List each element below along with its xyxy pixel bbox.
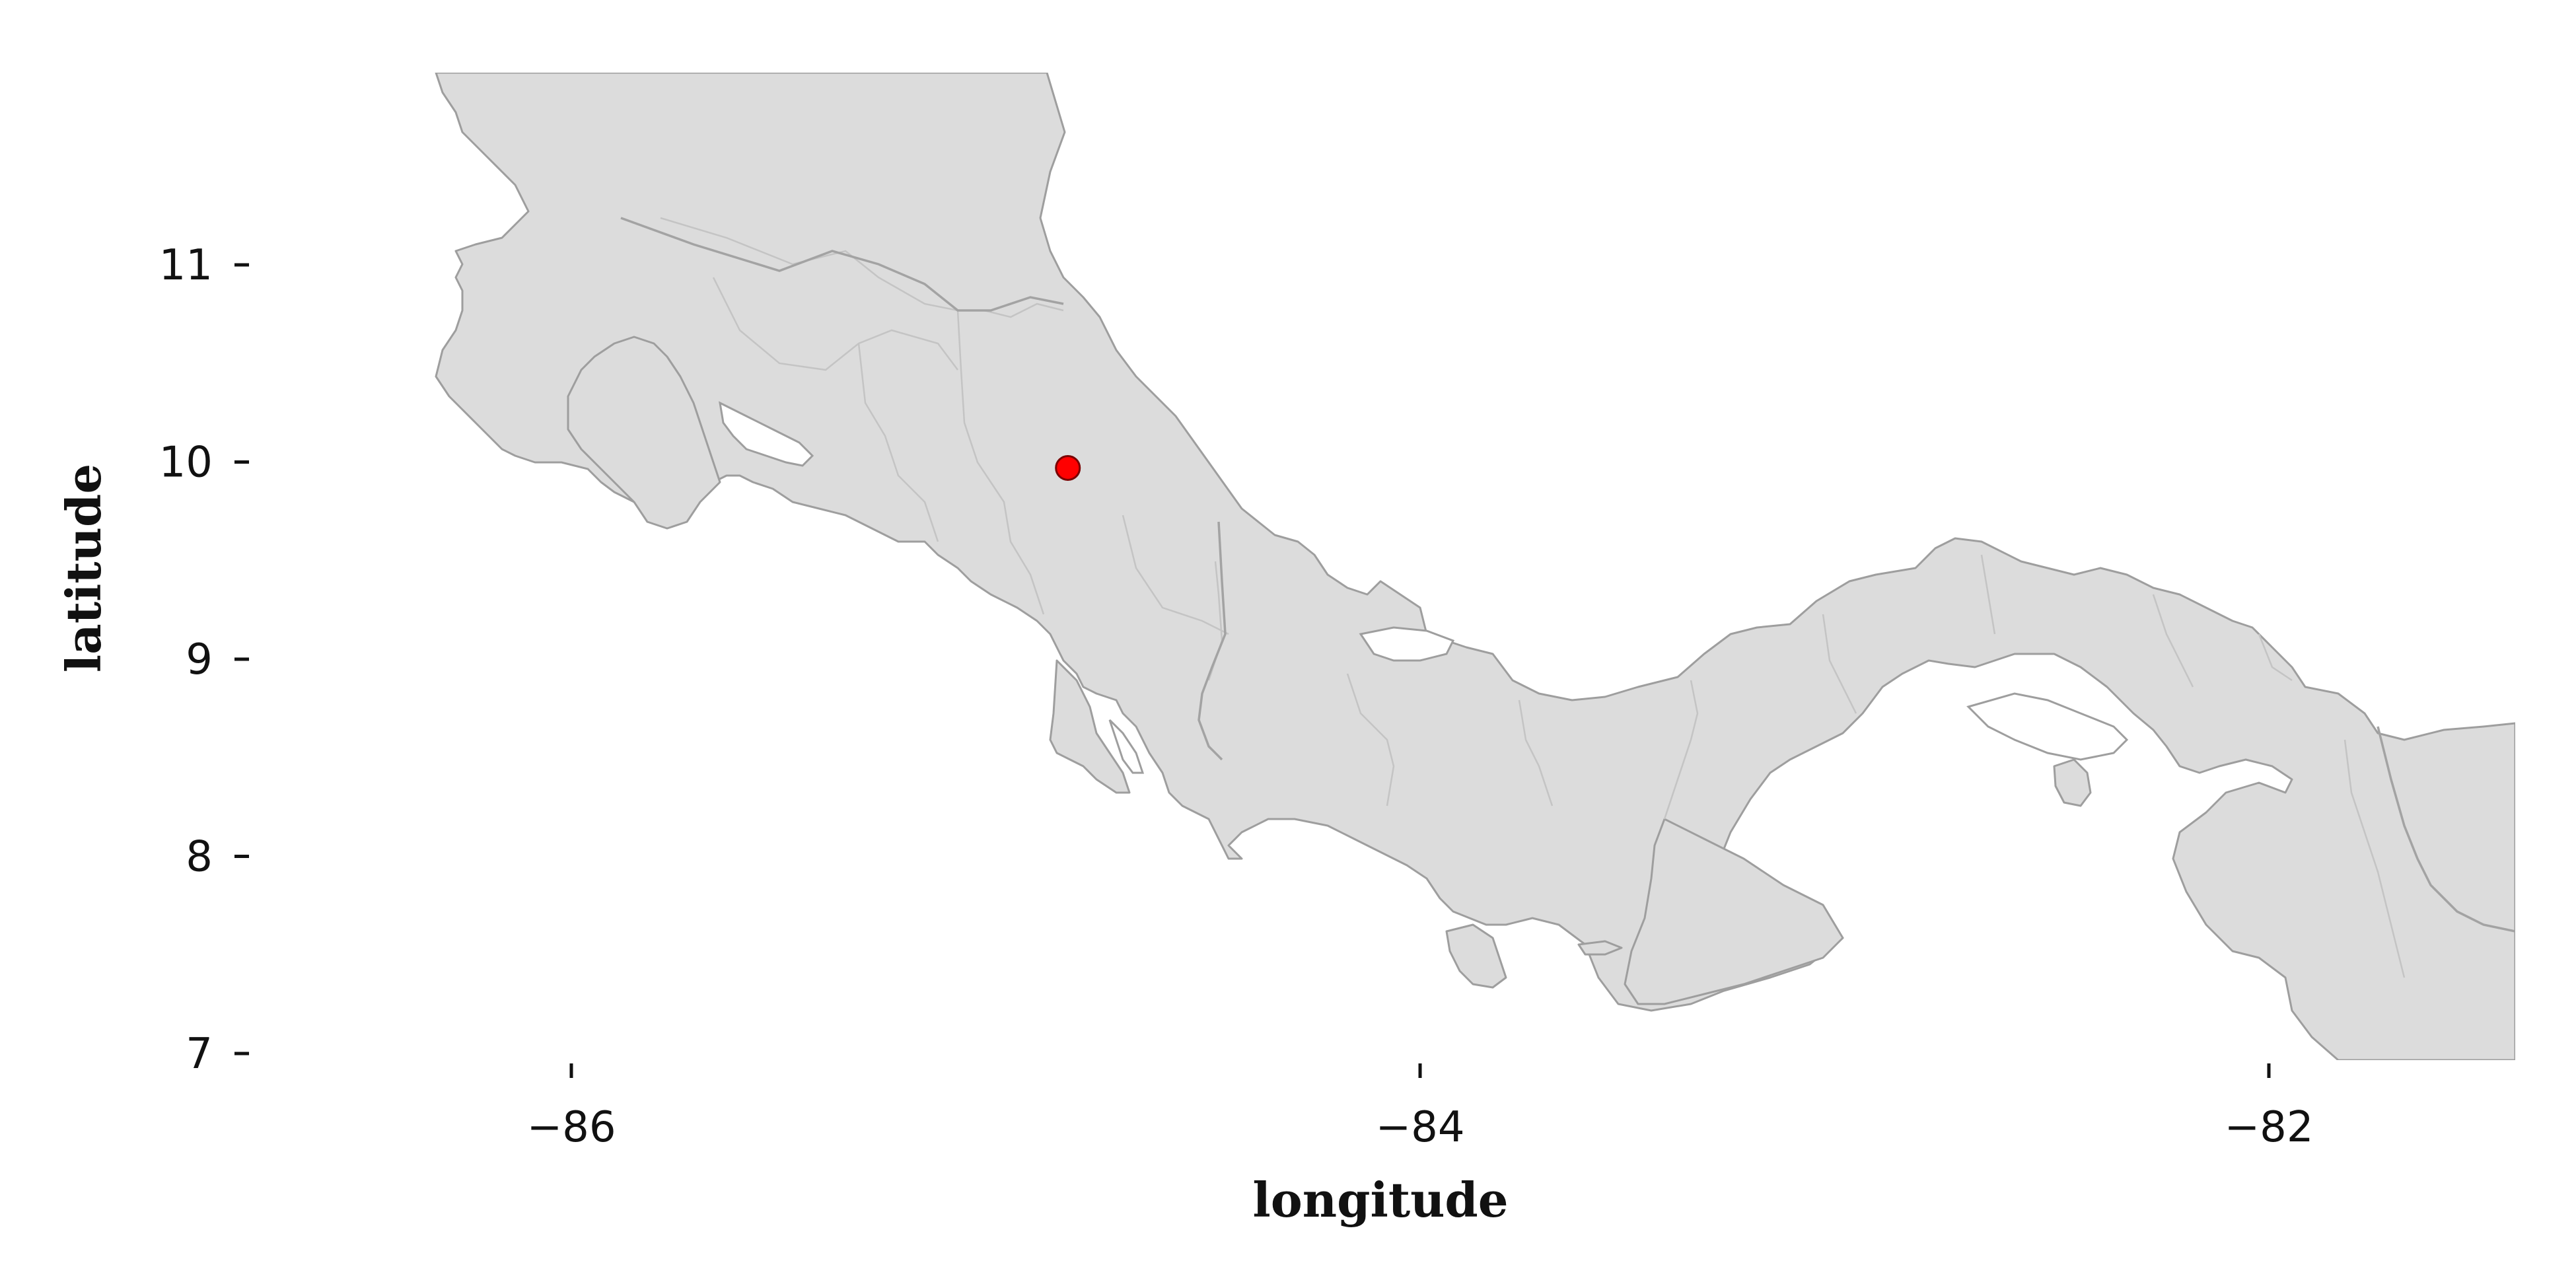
golfo-dulce: [1108, 719, 1145, 774]
x-tick-label: −84: [1375, 1103, 1464, 1152]
points-layer: [1055, 454, 1081, 481]
map-area: [435, 73, 2515, 1060]
y-tick-label: 9: [186, 635, 213, 684]
isla-coiba: [1445, 923, 1507, 989]
chiriqui-lagoon: [1359, 626, 1455, 662]
x-axis-title: longitude: [1252, 1172, 1508, 1228]
land-nicoya-peninsula: [567, 336, 721, 530]
y-tick-label: 8: [186, 833, 213, 882]
y-tick-label: 10: [159, 439, 213, 487]
data-point-1: [1055, 454, 1081, 481]
x-tick-label: −82: [2224, 1103, 2313, 1152]
gulf-of-panama: [1966, 692, 2129, 761]
land-azuero-peninsula: [1624, 818, 1844, 1005]
land-osa-peninsula: [1049, 659, 1131, 794]
isla-del-rey: [2053, 758, 2092, 807]
isla-cebaco: [1577, 940, 1623, 956]
y-axis: 11 10 9 8 7: [159, 241, 249, 1079]
x-tick-label: −86: [526, 1103, 616, 1152]
x-axis: −86−84−82−80−78: [526, 1063, 2314, 1152]
y-tick-label: 7: [186, 1030, 213, 1079]
land-costa-rica-panama: [435, 73, 2515, 1060]
gulf-of-nicoya: [719, 401, 814, 467]
admin-borders: [660, 217, 2406, 978]
y-axis-title: latitude: [55, 464, 112, 672]
y-tick-label: 11: [159, 241, 213, 290]
national-borders: [620, 217, 2515, 933]
